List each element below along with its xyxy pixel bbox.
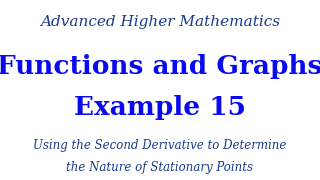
Text: the Nature of Stationary Points: the Nature of Stationary Points: [67, 161, 253, 174]
Text: Example 15: Example 15: [74, 96, 246, 120]
Text: Functions and Graphs: Functions and Graphs: [0, 54, 320, 79]
Text: Advanced Higher Mathematics: Advanced Higher Mathematics: [40, 15, 280, 29]
Text: Using the Second Derivative to Determine: Using the Second Derivative to Determine: [33, 139, 287, 152]
